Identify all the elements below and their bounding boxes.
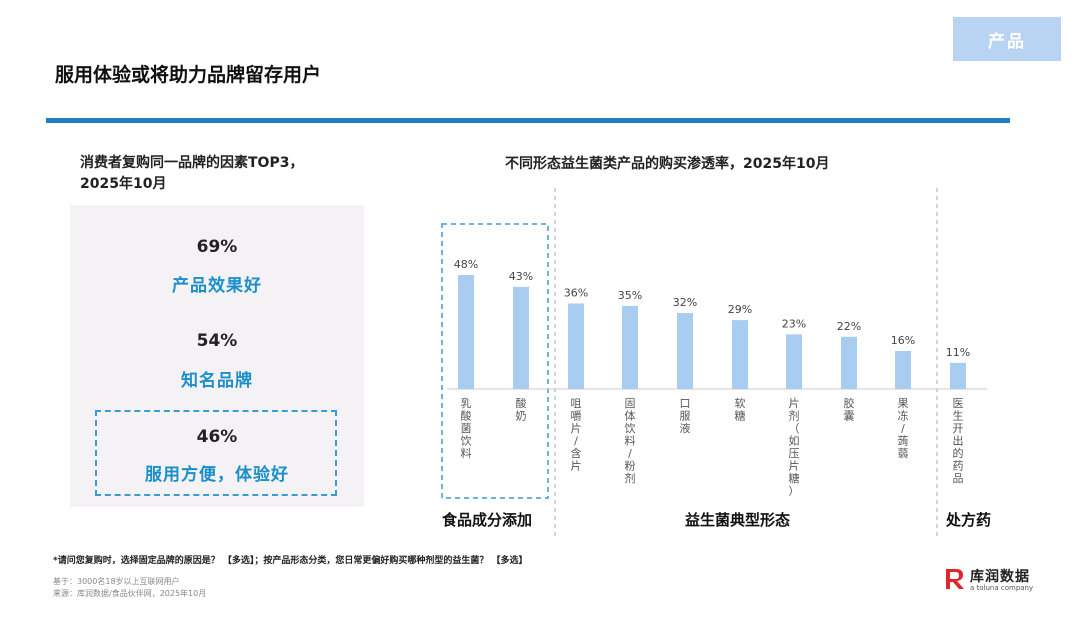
footnote: *请问您复购时，选择固定品牌的原因是？ 【多选】；按产品形态分类，您日常更偏好购… xyxy=(53,556,528,566)
value-label-8: 22% xyxy=(837,320,861,333)
bar-7 xyxy=(786,334,802,389)
factor-3-percent: 46% xyxy=(196,427,238,447)
factor-2-percent: 54% xyxy=(196,331,238,351)
category-label-8: 胶囊 xyxy=(844,396,855,423)
category-label-4: 固体饮料/粉剂 xyxy=(625,397,636,485)
group-label-typical: 益生菌典型形态 xyxy=(685,511,791,529)
bar-5 xyxy=(677,313,693,389)
food-group-highlight-box xyxy=(441,223,549,499)
value-label-9: 16% xyxy=(891,334,915,347)
category-label-9: 果冻/蒟蒻 xyxy=(898,397,909,460)
factor-1-label: 产品效果好 xyxy=(172,276,262,296)
factor-2-label: 知名品牌 xyxy=(181,371,253,391)
category-tag: 产品 xyxy=(953,17,1061,61)
value-label-5: 32% xyxy=(673,296,697,309)
left-title-line2: 2025年10月 xyxy=(80,176,167,192)
factor-1-percent: 69% xyxy=(196,237,238,257)
category-label-5: 口服液 xyxy=(680,397,691,435)
category-label-10: 医生开出的药品 xyxy=(953,397,964,485)
bar-8 xyxy=(841,336,857,389)
bar-6 xyxy=(732,320,748,389)
group-label-food: 食品成分添加 xyxy=(442,511,533,529)
category-label-6: 软糖 xyxy=(735,396,746,423)
page-title: 服用体验或将助力品牌留存用户 xyxy=(55,64,322,86)
value-label-6: 29% xyxy=(728,303,752,316)
chart-title: 不同形态益生菌类产品的购买渗透率，2025年10月 xyxy=(505,156,830,172)
category-label-1: 乳酸菌饮料 xyxy=(461,397,472,460)
value-label-10: 11% xyxy=(946,346,970,359)
category-label-7: 片剂（如压片糖） xyxy=(789,397,800,498)
brand-name: 库润数据 xyxy=(970,569,1030,585)
category-label-3: 咀嚼片/含片 xyxy=(571,397,582,473)
left-section-title: 消费者复购同一品牌的因素TOP3， 2025年10月 xyxy=(80,153,380,195)
source-note: 来源：库润数据/食品伙伴网，2025年10月 xyxy=(53,589,207,598)
category-label-2: 酸奶 xyxy=(516,396,527,423)
brand-subtitle: a toluna company xyxy=(970,584,1034,592)
bar-2 xyxy=(513,286,529,389)
top3-panel: 69% 产品效果好 54% 知名品牌 46% 服用方便，体验好 xyxy=(70,205,364,507)
bar-1 xyxy=(458,275,474,389)
bar-10 xyxy=(950,362,966,389)
base-note: 基于：3000名18岁以上互联网用户 xyxy=(53,577,180,586)
value-label-2: 43% xyxy=(509,270,533,283)
value-label-1: 48% xyxy=(454,258,478,271)
value-label-3: 36% xyxy=(564,287,588,300)
value-label-7: 23% xyxy=(782,317,806,330)
title-divider xyxy=(46,118,1010,123)
factor-3-label: 服用方便，体验好 xyxy=(145,465,289,485)
left-title-line1: 消费者复购同一品牌的因素TOP3， xyxy=(80,155,304,171)
group-label-prescription: 处方药 xyxy=(946,511,992,529)
brand-logo-icon xyxy=(946,569,964,589)
bar-9 xyxy=(895,351,911,389)
factor-3-highlight-box xyxy=(95,410,337,496)
bar-4 xyxy=(622,305,638,389)
bar-3 xyxy=(568,303,584,389)
value-label-4: 35% xyxy=(618,289,642,302)
